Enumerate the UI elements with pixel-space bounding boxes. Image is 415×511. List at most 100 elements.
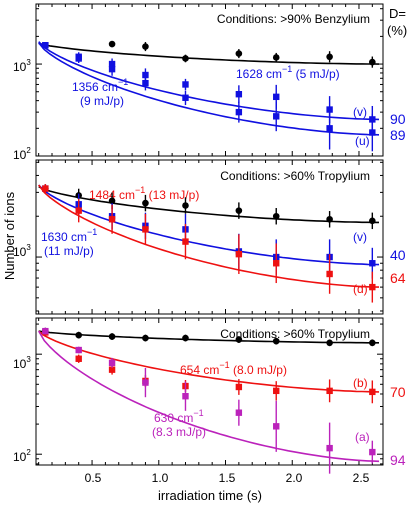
middle-label-11mj: (11 mJ/p): [44, 244, 94, 258]
data-point: [326, 53, 333, 61]
y-tick-label: 103: [13, 58, 31, 74]
data-point: [235, 207, 243, 214]
data-point: [273, 113, 280, 120]
data-point: [182, 202, 189, 209]
top-right-value-90: 90: [390, 111, 406, 127]
middle-right-value-64: 64: [390, 270, 406, 286]
x-axis-label: irradiation time (s): [158, 488, 262, 503]
middle-right-value-40: 40: [390, 247, 406, 263]
middle-label-d: (d): [353, 282, 368, 296]
middle-label-v: (v): [353, 230, 367, 244]
fit-curve: [38, 186, 379, 224]
data-point: [326, 444, 333, 452]
top-right-value-89: 89: [390, 127, 406, 143]
data-point: [235, 336, 243, 343]
data-point: [326, 270, 333, 278]
data-point: [142, 79, 149, 87]
x-tick-label: 0.5: [85, 471, 102, 485]
data-point: [182, 334, 189, 342]
fit-curve: [38, 41, 380, 121]
data-point: [108, 359, 116, 367]
data-point: [369, 339, 376, 347]
panel-top-annotation: Conditions: >90% Benzylium: [217, 12, 370, 26]
d-header-line1: D=: [389, 6, 406, 21]
data-point: [108, 65, 116, 73]
data-point: [235, 409, 243, 416]
y-tick-label: 102: [13, 146, 31, 162]
data-point: [369, 58, 376, 66]
data-point: [235, 108, 243, 116]
d-header-line2: (%): [387, 23, 407, 38]
data-point: [142, 199, 149, 207]
data-point: [369, 283, 376, 291]
bottom-right-value-94: 94: [390, 452, 406, 468]
panel-middle-frame: [35, 159, 384, 315]
middle-label-1484: 1484 cm−1 (13 mJ/p): [89, 185, 199, 202]
data-point: [142, 71, 149, 79]
data-point: [182, 55, 189, 62]
data-point: [108, 197, 116, 205]
fit-curve: [38, 330, 379, 344]
top-label-1356: 1356 cm−1: [72, 77, 128, 94]
bottom-label-83mj: (8.3 mJ/p): [152, 425, 206, 439]
data-point: [272, 337, 280, 345]
data-point: [273, 387, 280, 395]
panel-middle-annotation: Conditions: >60% Tropylium: [220, 169, 370, 183]
data-point: [369, 388, 376, 396]
data-point: [273, 93, 280, 101]
data-point: [326, 215, 333, 223]
data-point: [75, 207, 82, 214]
y-tick-label: 103: [13, 355, 31, 371]
panel-bottom-frame: [35, 317, 384, 466]
bottom-label-630: 630 cm−1: [154, 408, 204, 425]
data-point: [369, 217, 376, 225]
top-label-u: (u): [355, 134, 370, 148]
data-point: [108, 333, 116, 340]
data-point: [235, 250, 243, 258]
data-point: [108, 366, 116, 373]
top-label-v: (v): [353, 105, 367, 119]
top-label-1628: 1628 cm−1 (5 mJ/p): [236, 64, 340, 81]
fit-curve: [38, 42, 380, 136]
data-point: [182, 238, 189, 245]
fit-curve: [38, 330, 380, 463]
data-point: [75, 55, 82, 62]
data-point: [369, 129, 376, 136]
data-point: [272, 212, 280, 220]
x-tick-label: 2.0: [286, 471, 303, 485]
data-point: [182, 81, 189, 88]
data-point: [42, 185, 49, 192]
data-point: [75, 355, 82, 362]
data-point: [235, 383, 243, 391]
data-point: [273, 423, 280, 430]
data-point: [42, 42, 49, 49]
fit-curve: [38, 184, 380, 288]
panel-top-frame: [35, 3, 384, 157]
data-point: [326, 339, 333, 347]
bottom-label-654: 654 cm−1 (8.0 mJ/p): [180, 360, 287, 377]
data-point: [42, 327, 49, 335]
data-point: [142, 379, 149, 386]
x-tick-label: 1.5: [219, 471, 236, 485]
data-point: [108, 216, 116, 223]
data-point: [326, 387, 333, 395]
panel-bottom-annotation: Conditions: >60% Tropylium: [220, 327, 370, 341]
data-point: [369, 448, 376, 456]
bottom-label-b: (b): [353, 376, 368, 390]
data-point: [142, 226, 149, 233]
x-tick-label: 1.0: [152, 471, 169, 485]
data-point: [326, 125, 333, 132]
data-point: [182, 94, 189, 101]
data-point: [142, 334, 149, 342]
data-point: [273, 260, 280, 267]
fit-curve: [38, 330, 380, 393]
y-axis-label: Number of ions: [2, 191, 17, 280]
fit-curve: [38, 42, 380, 65]
data-point: [108, 40, 116, 48]
middle-label-1630: 1630 cm−1: [41, 227, 97, 244]
bottom-right-value-70: 70: [390, 384, 406, 400]
data-point: [272, 54, 280, 61]
data-point: [75, 346, 82, 354]
